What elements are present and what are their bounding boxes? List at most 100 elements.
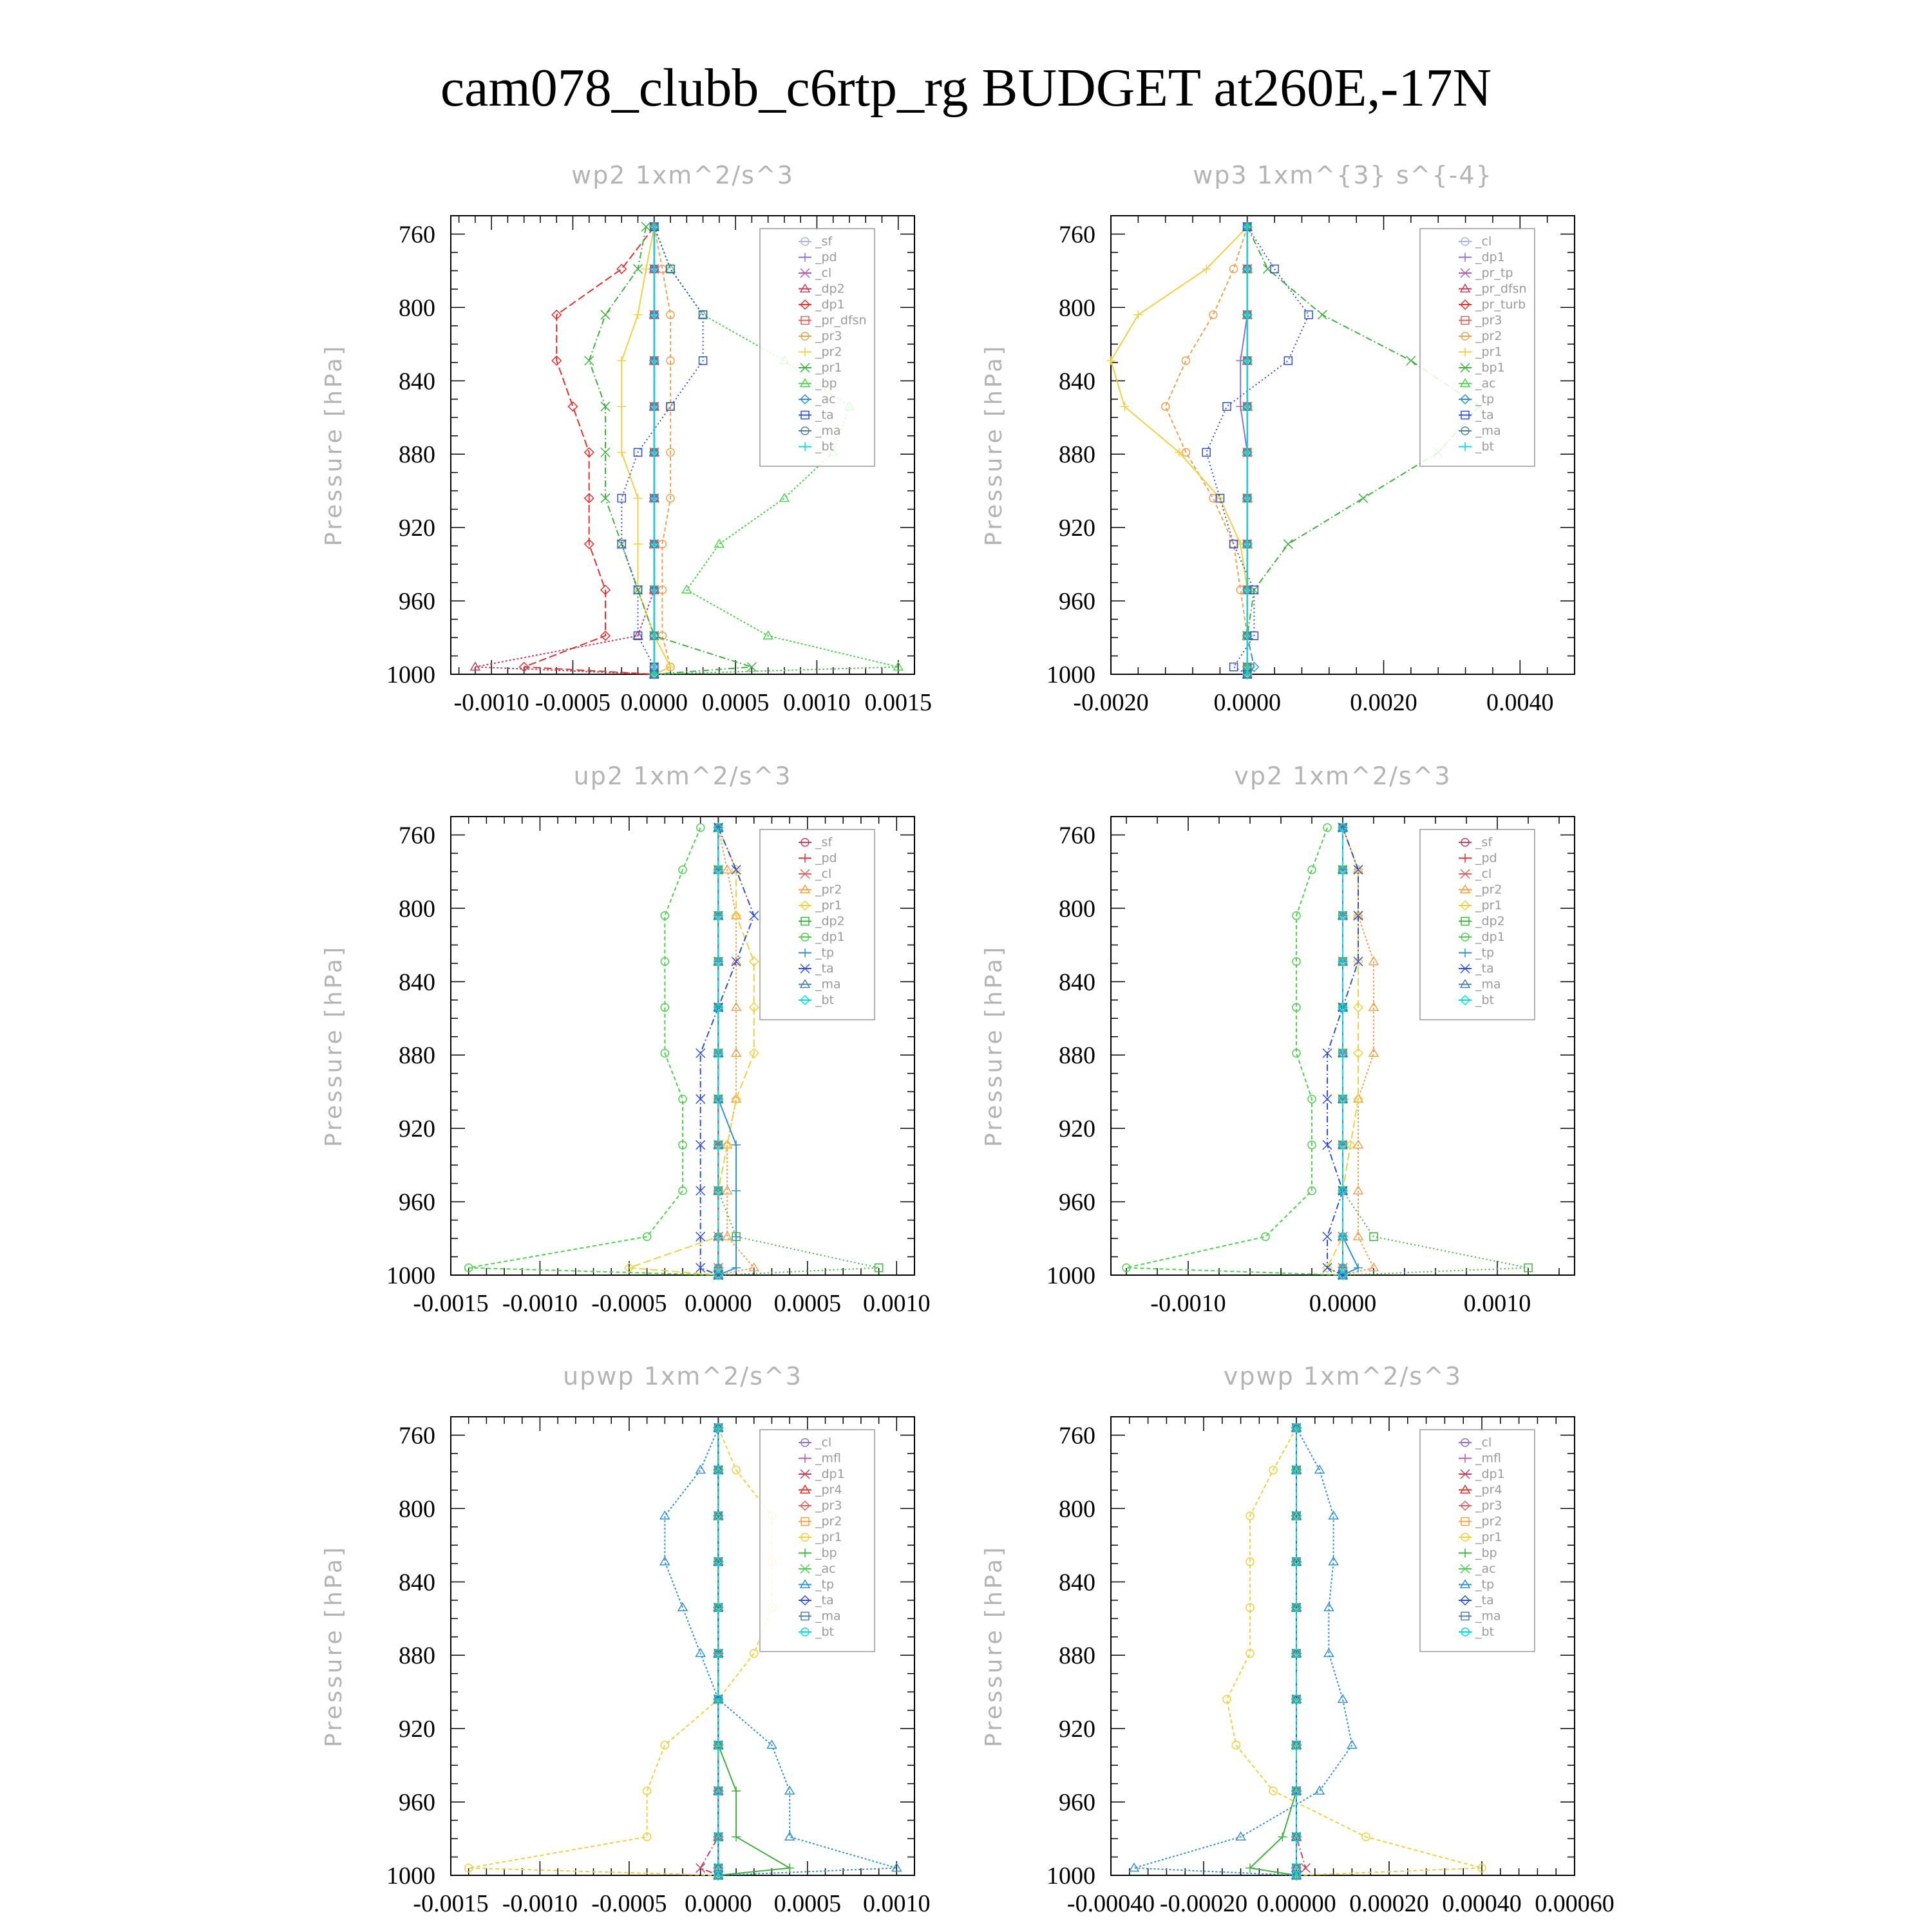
chart-panel-1: 760 800 840 880 920 960 1000 -0.0010 -0.0005 0.00… (321, 161, 932, 716)
data-point (600, 584, 611, 596)
legend-label: _pr_tp (1475, 266, 1513, 280)
x-tick-label: -0.00020 (1160, 1890, 1247, 1917)
legend-label: _pr1 (815, 1530, 842, 1544)
data-point (632, 630, 643, 639)
y-tick-label: 1000 (1046, 661, 1095, 688)
legend-marker (800, 963, 810, 974)
legend-label: _ma (1475, 1609, 1501, 1624)
data-point (617, 448, 627, 457)
legend-marker (800, 347, 810, 357)
data-point (731, 864, 742, 875)
data-point (633, 310, 643, 319)
data-point (722, 1139, 733, 1150)
data-point (1368, 1001, 1379, 1011)
data-point (1242, 493, 1252, 503)
legend-marker (799, 994, 811, 1006)
legend-marker (1459, 393, 1471, 405)
legend-label: _dp1 (815, 1467, 845, 1481)
series-line (524, 226, 655, 675)
data-point (1242, 539, 1252, 549)
data-point (730, 956, 742, 965)
data-point (1292, 1465, 1301, 1475)
data-point (1160, 402, 1170, 411)
legend-label: _cl (815, 266, 831, 280)
data-point (641, 222, 651, 232)
legend-label: _pr_turb (1475, 298, 1526, 312)
legend-label: _pr2 (1475, 883, 1502, 897)
legend-marker (800, 1533, 810, 1542)
y-axis-label: Pressure [hPa] (981, 1545, 1007, 1747)
legend-label: _tp (815, 1578, 834, 1592)
data-point (1242, 222, 1252, 232)
y-tick-label: 880 (399, 1042, 435, 1069)
data-point (1215, 493, 1225, 503)
data-point (1229, 662, 1238, 672)
data-point (1242, 448, 1252, 457)
legend-box (759, 829, 875, 1021)
data-point (616, 263, 627, 274)
x-tick-label: 0.0010 (783, 689, 851, 716)
series-bt (1292, 1423, 1301, 1880)
legend-marker (1461, 410, 1470, 420)
legend-marker (1459, 979, 1471, 989)
data-point (617, 493, 627, 503)
y-axis-label: Pressure [hPa] (321, 945, 347, 1147)
panel-title: wp2 1xm^2/s^3 (571, 161, 794, 189)
data-point (469, 661, 481, 671)
legend-label: _pd (815, 251, 837, 265)
data-point (583, 493, 594, 504)
y-tick-label: 800 (399, 895, 435, 922)
x-tick-label: -0.0020 (1073, 689, 1148, 716)
y-tick-label: 840 (1059, 969, 1095, 996)
y-tick-label: 1000 (1046, 1262, 1095, 1289)
legend-label: _pr2 (1475, 329, 1502, 343)
data-point (660, 1048, 670, 1058)
panel-title: up2 1xm^2/s^3 (574, 762, 792, 790)
legend-label: _sf (815, 835, 833, 849)
data-point (713, 1139, 724, 1150)
data-point (666, 356, 675, 365)
series-tp (1338, 823, 1363, 1280)
data-point (1269, 1465, 1278, 1475)
data-point (1368, 1262, 1379, 1272)
legend-marker (800, 268, 810, 278)
data-point (600, 401, 611, 412)
data-point (748, 956, 759, 967)
x-tick-label: -0.0015 (413, 1290, 488, 1317)
legend-marker (1459, 378, 1471, 388)
legend-label: _bt (815, 993, 834, 1007)
data-point (713, 1269, 724, 1281)
data-point (696, 1048, 706, 1058)
data-point (714, 1465, 723, 1475)
y-tick-label: 960 (1059, 1789, 1095, 1816)
panel-title: vp2 1xm^2/s^3 (1234, 762, 1451, 790)
data-point (1304, 310, 1313, 319)
series-line (621, 226, 672, 675)
plot-frame (450, 215, 915, 675)
legend-marker (1460, 268, 1470, 278)
series-line (475, 227, 655, 675)
data-point (713, 1694, 724, 1705)
y-tick-label: 760 (1059, 221, 1095, 248)
legend-label: _ta (1475, 408, 1494, 422)
plot-frame (1110, 1416, 1575, 1876)
y-tick-label: 840 (1059, 368, 1095, 395)
series-dp1 (518, 222, 659, 680)
data-point (633, 448, 643, 457)
y-tick-label: 840 (399, 1569, 435, 1596)
x-tick-label: 0.00040 (1442, 1890, 1522, 1917)
y-axis-label: Pressure [hPa] (321, 1545, 347, 1747)
chart-panel-4: 760 800 840 880 920 960 1000 -0.0010 0.0000 0.001… (981, 762, 1575, 1317)
data-point (1222, 1694, 1231, 1704)
data-point (681, 584, 692, 594)
legend-label: _pr1 (1475, 1530, 1502, 1544)
data-point (1368, 956, 1379, 965)
data-point (1361, 1832, 1370, 1841)
legend-marker (800, 316, 810, 325)
data-point (785, 1863, 795, 1873)
legend: _cl _mfl_dp1 _pr4 _pr3 _pr2_pr1 _bp _ac _tp_ta _… (759, 1429, 875, 1653)
x-tick-label: -0.0005 (535, 689, 611, 716)
data-point (600, 310, 611, 320)
series-dp1 (464, 823, 723, 1280)
legend-label: _ac (1475, 1562, 1496, 1576)
